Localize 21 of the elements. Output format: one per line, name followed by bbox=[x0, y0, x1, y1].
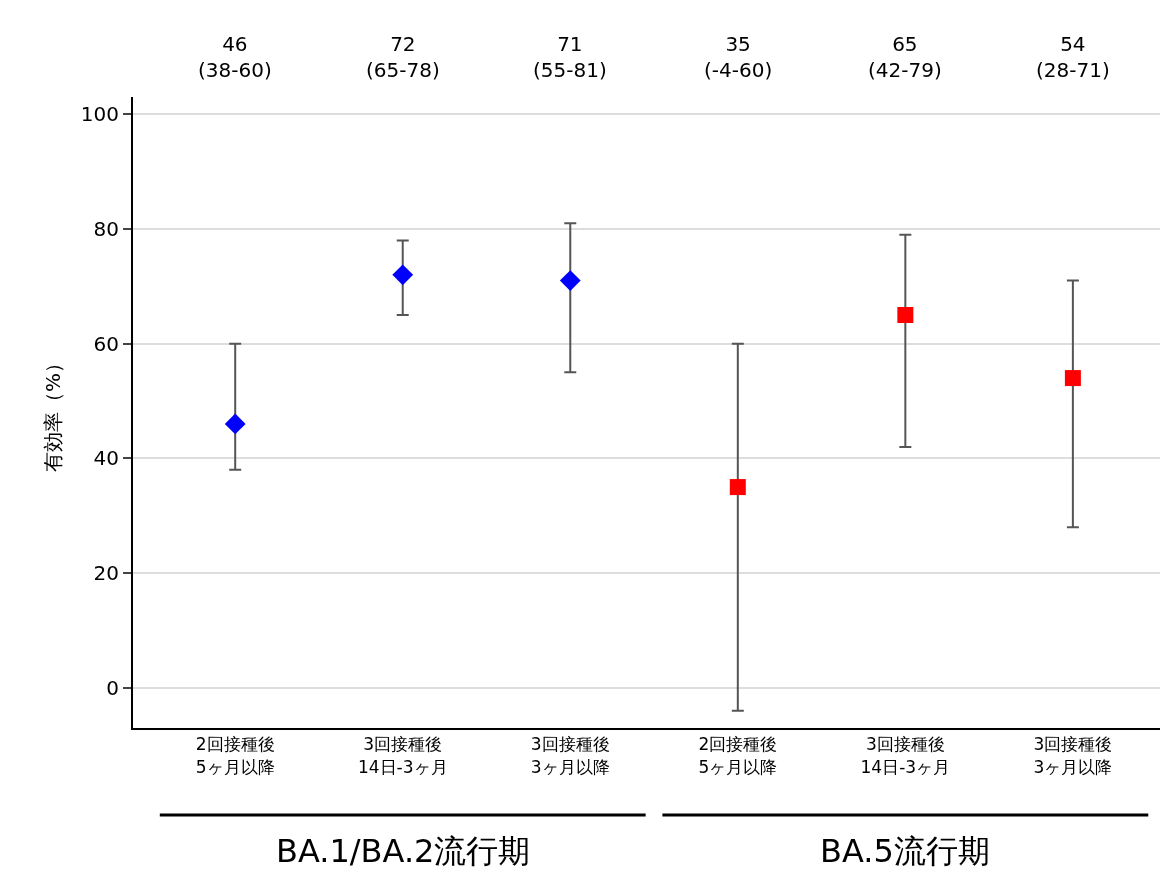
x-tick-label: 3回接種後 3ヶ月以降 bbox=[530, 734, 610, 777]
y-tick-label: 80 bbox=[93, 216, 119, 241]
text: BA.1/BA.2流行期 bbox=[276, 832, 531, 870]
x-tick-label: 3回接種後 14日-3ヶ月 bbox=[357, 734, 448, 777]
data-label: 46 (38-60) bbox=[198, 32, 272, 82]
text: BA.5流行期 bbox=[820, 832, 990, 870]
y-tick-label: 100 bbox=[80, 102, 119, 127]
data-label: 72 (65-78) bbox=[366, 32, 440, 82]
data-label: 65 (42-79) bbox=[868, 32, 942, 82]
y-tick-label: 20 bbox=[93, 561, 119, 586]
data-label: 54 (28-71) bbox=[1036, 32, 1110, 82]
x-tick-label: 3回接種後 3ヶ月以降 bbox=[1033, 734, 1113, 777]
data-label: 35 (-4-60) bbox=[704, 32, 773, 82]
x-tick-label: 3回接種後 14日-3ヶ月 bbox=[860, 734, 951, 777]
x-tick-label: 2回接種後 5ヶ月以降 bbox=[195, 734, 275, 777]
y-tick-label: 40 bbox=[93, 446, 119, 471]
x-tick-label: 2回接種後 5ヶ月以降 bbox=[698, 734, 778, 777]
y-tick-label: 60 bbox=[93, 331, 119, 356]
data-label: 71 (55-81) bbox=[533, 32, 607, 82]
y-tick-label: 0 bbox=[106, 675, 119, 700]
y-axis-title: 有効率（%） bbox=[40, 352, 65, 473]
